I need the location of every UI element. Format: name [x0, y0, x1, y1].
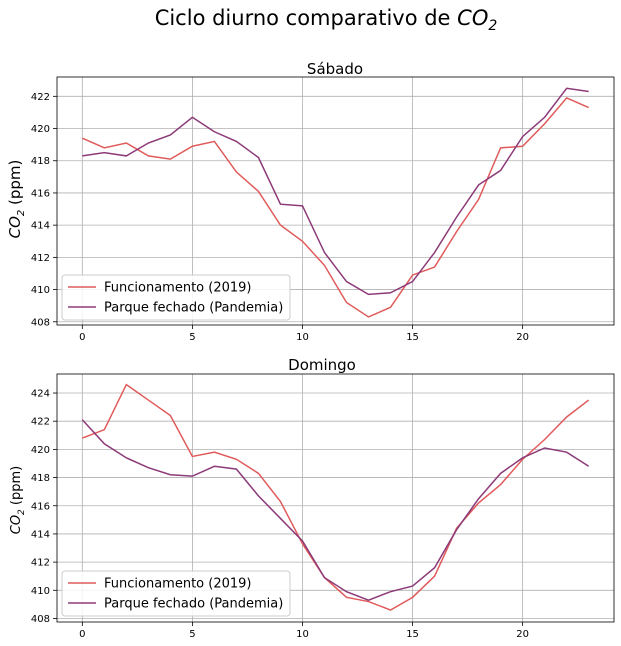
series-sabado	[82, 87, 589, 318]
figure-title-species: CO	[457, 6, 488, 30]
legend-box	[61, 570, 291, 617]
series-line-pandemia	[81, 419, 590, 601]
grid-domingo	[57, 374, 614, 622]
grid-sabado	[57, 77, 614, 325]
chart-panel-sabado: Sábado CO2 (ppm) 0 5 10 15 20 408 410 412 414 416…	[6, 60, 615, 343]
x-tick-label: 5	[189, 332, 195, 343]
series-line-pandemia	[82, 87, 589, 296]
chart-title-domingo: Domingo	[288, 356, 356, 374]
series-line-funcionamento	[82, 97, 589, 318]
y-tick-label: 416	[31, 501, 50, 512]
y-tick-label: 408	[31, 614, 50, 625]
series-domingo	[81, 383, 590, 611]
y-tick-label: 416	[31, 188, 50, 199]
y-axis-label-species: CO	[6, 216, 24, 238]
legend-label-pandemia: Parque fechado (Pandemia)	[104, 301, 283, 316]
legend-label-pandemia: Parque fechado (Pandemia)	[104, 597, 283, 612]
y-tick-label: 408	[31, 317, 50, 328]
y-tick-label: 424	[31, 389, 50, 400]
y-tick-label: 414	[31, 529, 50, 540]
x-tick-label: 10	[296, 629, 309, 640]
y-tick-label: 420	[31, 445, 50, 456]
y-tick-label: 412	[31, 253, 50, 264]
x-tick-label: 5	[189, 629, 195, 640]
y-tick-label: 418	[31, 473, 50, 484]
figure-title: Ciclo diurno comparativo de CO2	[155, 6, 498, 34]
plot-frame-domingo	[56, 373, 615, 623]
y-axis-label-subscript: 2	[16, 210, 27, 216]
y-axis-label-unit: (ppm)	[6, 160, 24, 210]
y-tick-label: 414	[31, 221, 50, 232]
y-tick-label: 410	[31, 586, 50, 597]
legend-sabado: Funcionamento (2019) Parque fechado (Pan…	[61, 274, 291, 321]
y-axis-label-subscript: 2	[17, 509, 27, 515]
ticks-domingo: 0 5 10 15 20 408 410 412 414 416 418 420 422 424	[31, 389, 529, 640]
x-tick-label: 10	[296, 332, 309, 343]
legend-label-funcionamento: Funcionamento (2019)	[104, 577, 251, 592]
plot-frame-sabado	[56, 76, 615, 326]
series-line-funcionamento	[82, 383, 590, 611]
x-tick-label: 15	[406, 332, 419, 343]
x-tick-label: 20	[516, 629, 529, 640]
y-tick-label: 422	[31, 92, 50, 103]
chart-panel-domingo: Domingo CO2 (ppm) 0 5 10 15 20 408 410 412 414 41…	[9, 356, 615, 640]
x-tick-label: 0	[79, 332, 85, 343]
x-tick-label: 15	[406, 629, 419, 640]
legend-label-funcionamento: Funcionamento (2019)	[104, 281, 251, 296]
y-tick-label: 412	[31, 558, 50, 569]
y-axis-label-domingo: CO2 (ppm)	[9, 466, 27, 535]
legend-box	[61, 274, 291, 321]
figure-title-subscript: 2	[488, 18, 497, 34]
chart-title-sabado: Sábado	[307, 60, 363, 78]
x-tick-label: 20	[516, 332, 529, 343]
y-axis-label-sabado: CO2 (ppm)	[6, 160, 27, 239]
ticks-sabado: 0 5 10 15 20 408 410 412 414 416 418 420 422	[31, 92, 529, 343]
legend-domingo: Funcionamento (2019) Parque fechado (Pan…	[61, 570, 291, 617]
y-tick-label: 410	[31, 285, 50, 296]
y-tick-label: 418	[31, 156, 50, 167]
y-tick-label: 420	[31, 124, 50, 135]
x-tick-label: 0	[79, 629, 85, 640]
y-axis-label-species: CO	[9, 515, 24, 534]
y-tick-label: 422	[31, 417, 50, 428]
y-axis-label-unit: (ppm)	[9, 466, 24, 509]
figure-title-text: Ciclo diurno comparativo de	[155, 6, 457, 30]
